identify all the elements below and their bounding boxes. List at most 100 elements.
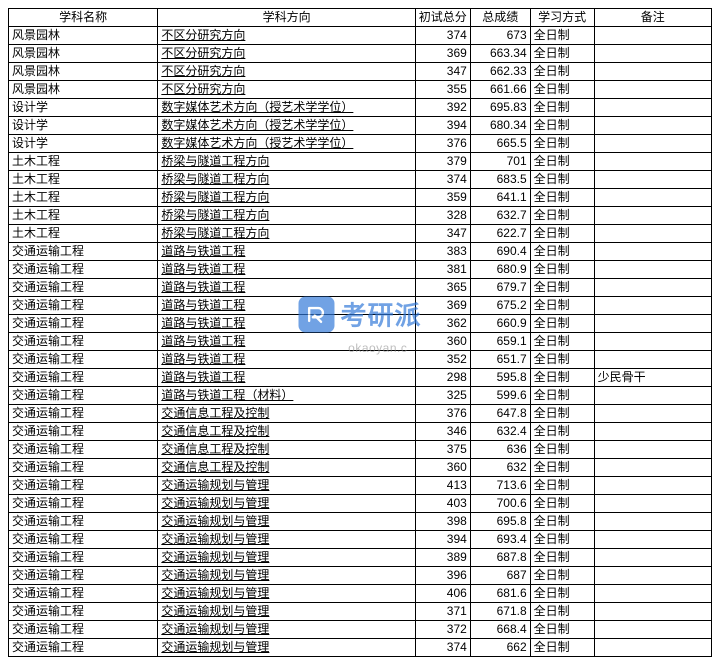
col-header-score1: 初试总分 xyxy=(415,9,470,27)
cell-mode: 全日制 xyxy=(530,387,594,405)
cell-direction: 交通运输规划与管理 xyxy=(158,567,415,585)
cell-mode: 全日制 xyxy=(530,477,594,495)
cell-note xyxy=(594,405,711,423)
cell-mode: 全日制 xyxy=(530,315,594,333)
direction-link-text: 数字媒体艺术方向（授艺术学学位） xyxy=(161,100,353,114)
cell-score2: 671.8 xyxy=(470,603,530,621)
cell-score2: 632.7 xyxy=(470,207,530,225)
cell-note xyxy=(594,585,711,603)
cell-score2: 660.9 xyxy=(470,315,530,333)
cell-score1: 413 xyxy=(415,477,470,495)
cell-subject: 交通运输工程 xyxy=(9,567,158,585)
cell-mode: 全日制 xyxy=(530,27,594,45)
cell-score1: 394 xyxy=(415,531,470,549)
cell-direction: 数字媒体艺术方向（授艺术学学位） xyxy=(158,117,415,135)
direction-link-text: 交通运输规划与管理 xyxy=(161,568,269,582)
cell-score2: 636 xyxy=(470,441,530,459)
direction-link-text: 交通信息工程及控制 xyxy=(161,424,269,438)
cell-note xyxy=(594,387,711,405)
cell-mode: 全日制 xyxy=(530,279,594,297)
cell-score1: 362 xyxy=(415,315,470,333)
cell-note xyxy=(594,477,711,495)
cell-mode: 全日制 xyxy=(530,495,594,513)
direction-link-text: 交通信息工程及控制 xyxy=(161,460,269,474)
cell-direction: 道路与铁道工程（材料） xyxy=(158,387,415,405)
table-row: 交通运输工程交通信息工程及控制375636全日制 xyxy=(9,441,712,459)
admissions-table: 学科名称 学科方向 初试总分 总成绩 学习方式 备注 风景园林不区分研究方向37… xyxy=(8,8,712,657)
cell-score1: 346 xyxy=(415,423,470,441)
cell-score1: 406 xyxy=(415,585,470,603)
cell-subject: 土木工程 xyxy=(9,189,158,207)
direction-link-text: 数字媒体艺术方向（授艺术学学位） xyxy=(161,118,353,132)
cell-direction: 桥梁与隧道工程方向 xyxy=(158,207,415,225)
cell-direction: 不区分研究方向 xyxy=(158,27,415,45)
direction-link-text: 道路与铁道工程 xyxy=(161,262,245,276)
cell-score2: 665.5 xyxy=(470,135,530,153)
table-row: 设计学数字媒体艺术方向（授艺术学学位）394680.34全日制 xyxy=(9,117,712,135)
direction-link-text: 交通运输规划与管理 xyxy=(161,532,269,546)
table-row: 交通运输工程交通运输规划与管理389687.8全日制 xyxy=(9,549,712,567)
cell-score1: 376 xyxy=(415,405,470,423)
table-row: 交通运输工程道路与铁道工程383690.4全日制 xyxy=(9,243,712,261)
cell-note xyxy=(594,315,711,333)
cell-score1: 369 xyxy=(415,45,470,63)
cell-subject: 交通运输工程 xyxy=(9,621,158,639)
cell-note xyxy=(594,513,711,531)
cell-score1: 347 xyxy=(415,225,470,243)
cell-subject: 风景园林 xyxy=(9,27,158,45)
cell-score2: 595.8 xyxy=(470,369,530,387)
table-row: 风景园林不区分研究方向355661.66全日制 xyxy=(9,81,712,99)
cell-note xyxy=(594,153,711,171)
direction-link-text: 交通信息工程及控制 xyxy=(161,406,269,420)
cell-subject: 交通运输工程 xyxy=(9,603,158,621)
cell-note xyxy=(594,549,711,567)
cell-subject: 交通运输工程 xyxy=(9,261,158,279)
cell-subject: 交通运输工程 xyxy=(9,513,158,531)
table-row: 交通运输工程交通运输规划与管理403700.6全日制 xyxy=(9,495,712,513)
cell-subject: 设计学 xyxy=(9,99,158,117)
cell-score1: 383 xyxy=(415,243,470,261)
cell-score1: 389 xyxy=(415,549,470,567)
cell-score1: 392 xyxy=(415,99,470,117)
cell-score2: 632 xyxy=(470,459,530,477)
cell-mode: 全日制 xyxy=(530,423,594,441)
cell-mode: 全日制 xyxy=(530,135,594,153)
direction-link-text: 交通运输规划与管理 xyxy=(161,496,269,510)
direction-link-text: 道路与铁道工程 xyxy=(161,280,245,294)
table-row: 风景园林不区分研究方向374673全日制 xyxy=(9,27,712,45)
cell-score1: 360 xyxy=(415,459,470,477)
cell-mode: 全日制 xyxy=(530,243,594,261)
cell-note xyxy=(594,567,711,585)
direction-link-text: 桥梁与隧道工程方向 xyxy=(161,154,269,168)
table-row: 交通运输工程交通信息工程及控制376647.8全日制 xyxy=(9,405,712,423)
direction-link-text: 桥梁与隧道工程方向 xyxy=(161,226,269,240)
cell-score2: 713.6 xyxy=(470,477,530,495)
cell-direction: 桥梁与隧道工程方向 xyxy=(158,171,415,189)
direction-link-text: 交通运输规划与管理 xyxy=(161,550,269,564)
cell-note xyxy=(594,63,711,81)
cell-note xyxy=(594,279,711,297)
cell-direction: 交通信息工程及控制 xyxy=(158,441,415,459)
cell-subject: 交通运输工程 xyxy=(9,369,158,387)
cell-score2: 641.1 xyxy=(470,189,530,207)
cell-score1: 369 xyxy=(415,297,470,315)
table-row: 设计学数字媒体艺术方向（授艺术学学位）392695.83全日制 xyxy=(9,99,712,117)
cell-direction: 桥梁与隧道工程方向 xyxy=(158,153,415,171)
cell-direction: 交通信息工程及控制 xyxy=(158,423,415,441)
cell-mode: 全日制 xyxy=(530,567,594,585)
cell-direction: 交通运输规划与管理 xyxy=(158,495,415,513)
cell-note xyxy=(594,81,711,99)
cell-subject: 土木工程 xyxy=(9,225,158,243)
cell-direction: 道路与铁道工程 xyxy=(158,279,415,297)
direction-link-text: 不区分研究方向 xyxy=(161,82,245,96)
direction-link-text: 不区分研究方向 xyxy=(161,64,245,78)
direction-link-text: 交通运输规划与管理 xyxy=(161,514,269,528)
table-row: 土木工程桥梁与隧道工程方向359641.1全日制 xyxy=(9,189,712,207)
cell-mode: 全日制 xyxy=(530,45,594,63)
cell-score2: 687.8 xyxy=(470,549,530,567)
table-row: 交通运输工程交通信息工程及控制346632.4全日制 xyxy=(9,423,712,441)
table-row: 交通运输工程道路与铁道工程381680.9全日制 xyxy=(9,261,712,279)
table-row: 交通运输工程道路与铁道工程352651.7全日制 xyxy=(9,351,712,369)
table-row: 交通运输工程交通运输规划与管理374662全日制 xyxy=(9,639,712,657)
cell-mode: 全日制 xyxy=(530,441,594,459)
